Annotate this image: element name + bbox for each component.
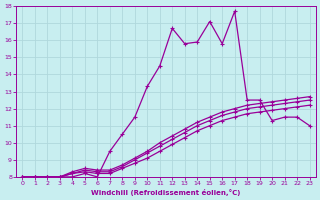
X-axis label: Windchill (Refroidissement éolien,°C): Windchill (Refroidissement éolien,°C): [91, 189, 241, 196]
